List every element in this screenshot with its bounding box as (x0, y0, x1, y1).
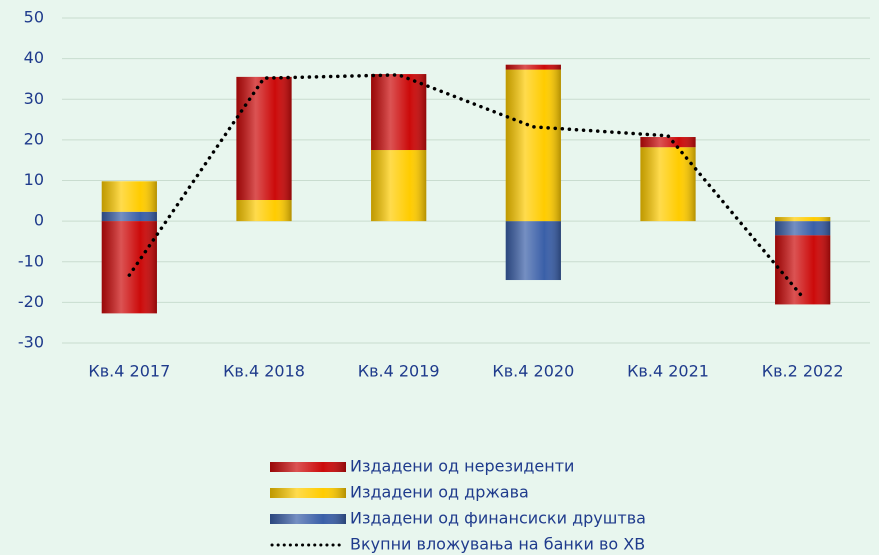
x-tick-label: Кв.4 2019 (358, 362, 440, 381)
y-tick-label: -30 (18, 333, 44, 352)
x-tick-label: Кв.4 2017 (88, 362, 170, 381)
bar-shine (236, 200, 292, 222)
y-tick-label: 40 (24, 48, 44, 67)
x-tick-label: Кв.4 2018 (223, 362, 305, 381)
legend-shine (270, 514, 346, 524)
legend-shine (270, 488, 346, 498)
bar-shine (640, 137, 696, 148)
bar-shine (236, 76, 292, 200)
legend-label: Издадени од држава (350, 483, 529, 502)
bar-shine (101, 181, 157, 212)
legend-label: Вкупни вложувања на банки во ХВ (350, 535, 645, 554)
y-tick-label: 30 (24, 89, 44, 108)
x-tick-label: Кв.2 2022 (762, 362, 844, 381)
legend-shine (270, 462, 346, 472)
y-tick-label: 50 (24, 8, 44, 27)
bar-shine (775, 217, 831, 222)
bar-shine (101, 221, 157, 314)
bar-shine (371, 150, 427, 222)
legend-label: Издадени од нерезиденти (350, 457, 574, 476)
bar-shine (101, 211, 157, 222)
legend-label: Издадени од финансиски друштва (350, 509, 646, 528)
y-tick-label: -20 (18, 292, 44, 311)
bar-shine (505, 64, 561, 70)
line (127, 73, 805, 299)
bar-shine (505, 221, 561, 281)
y-tick-label: 0 (34, 211, 44, 230)
y-tick-label: 10 (24, 170, 44, 189)
x-tick-label: Кв.4 2021 (627, 362, 709, 381)
bar-shine (775, 235, 831, 305)
x-tick-label: Кв.4 2020 (492, 362, 574, 381)
bar-shine (505, 69, 561, 222)
bar-shine (775, 221, 831, 236)
y-tick-label: -10 (18, 251, 44, 270)
y-tick-label: 20 (24, 129, 44, 148)
bar-shine (371, 74, 427, 151)
